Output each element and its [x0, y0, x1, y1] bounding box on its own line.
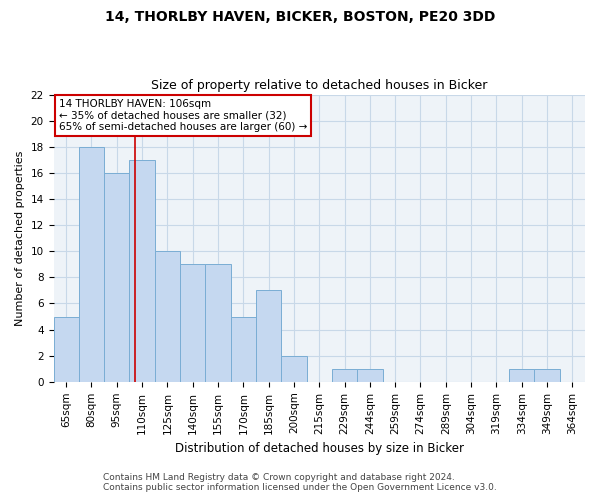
- Bar: [130, 160, 155, 382]
- Text: Contains HM Land Registry data © Crown copyright and database right 2024.
Contai: Contains HM Land Registry data © Crown c…: [103, 473, 497, 492]
- Bar: [230, 316, 256, 382]
- Bar: [256, 290, 281, 382]
- Title: Size of property relative to detached houses in Bicker: Size of property relative to detached ho…: [151, 79, 487, 92]
- Bar: [180, 264, 205, 382]
- Bar: [53, 316, 79, 382]
- Text: 14 THORLBY HAVEN: 106sqm
← 35% of detached houses are smaller (32)
65% of semi-d: 14 THORLBY HAVEN: 106sqm ← 35% of detach…: [59, 99, 307, 132]
- Bar: [104, 173, 130, 382]
- Text: 14, THORLBY HAVEN, BICKER, BOSTON, PE20 3DD: 14, THORLBY HAVEN, BICKER, BOSTON, PE20 …: [105, 10, 495, 24]
- Bar: [332, 369, 357, 382]
- Bar: [535, 369, 560, 382]
- Y-axis label: Number of detached properties: Number of detached properties: [15, 150, 25, 326]
- Bar: [281, 356, 307, 382]
- Bar: [357, 369, 383, 382]
- Bar: [205, 264, 230, 382]
- Bar: [509, 369, 535, 382]
- Bar: [155, 251, 180, 382]
- Bar: [79, 147, 104, 382]
- X-axis label: Distribution of detached houses by size in Bicker: Distribution of detached houses by size …: [175, 442, 464, 455]
